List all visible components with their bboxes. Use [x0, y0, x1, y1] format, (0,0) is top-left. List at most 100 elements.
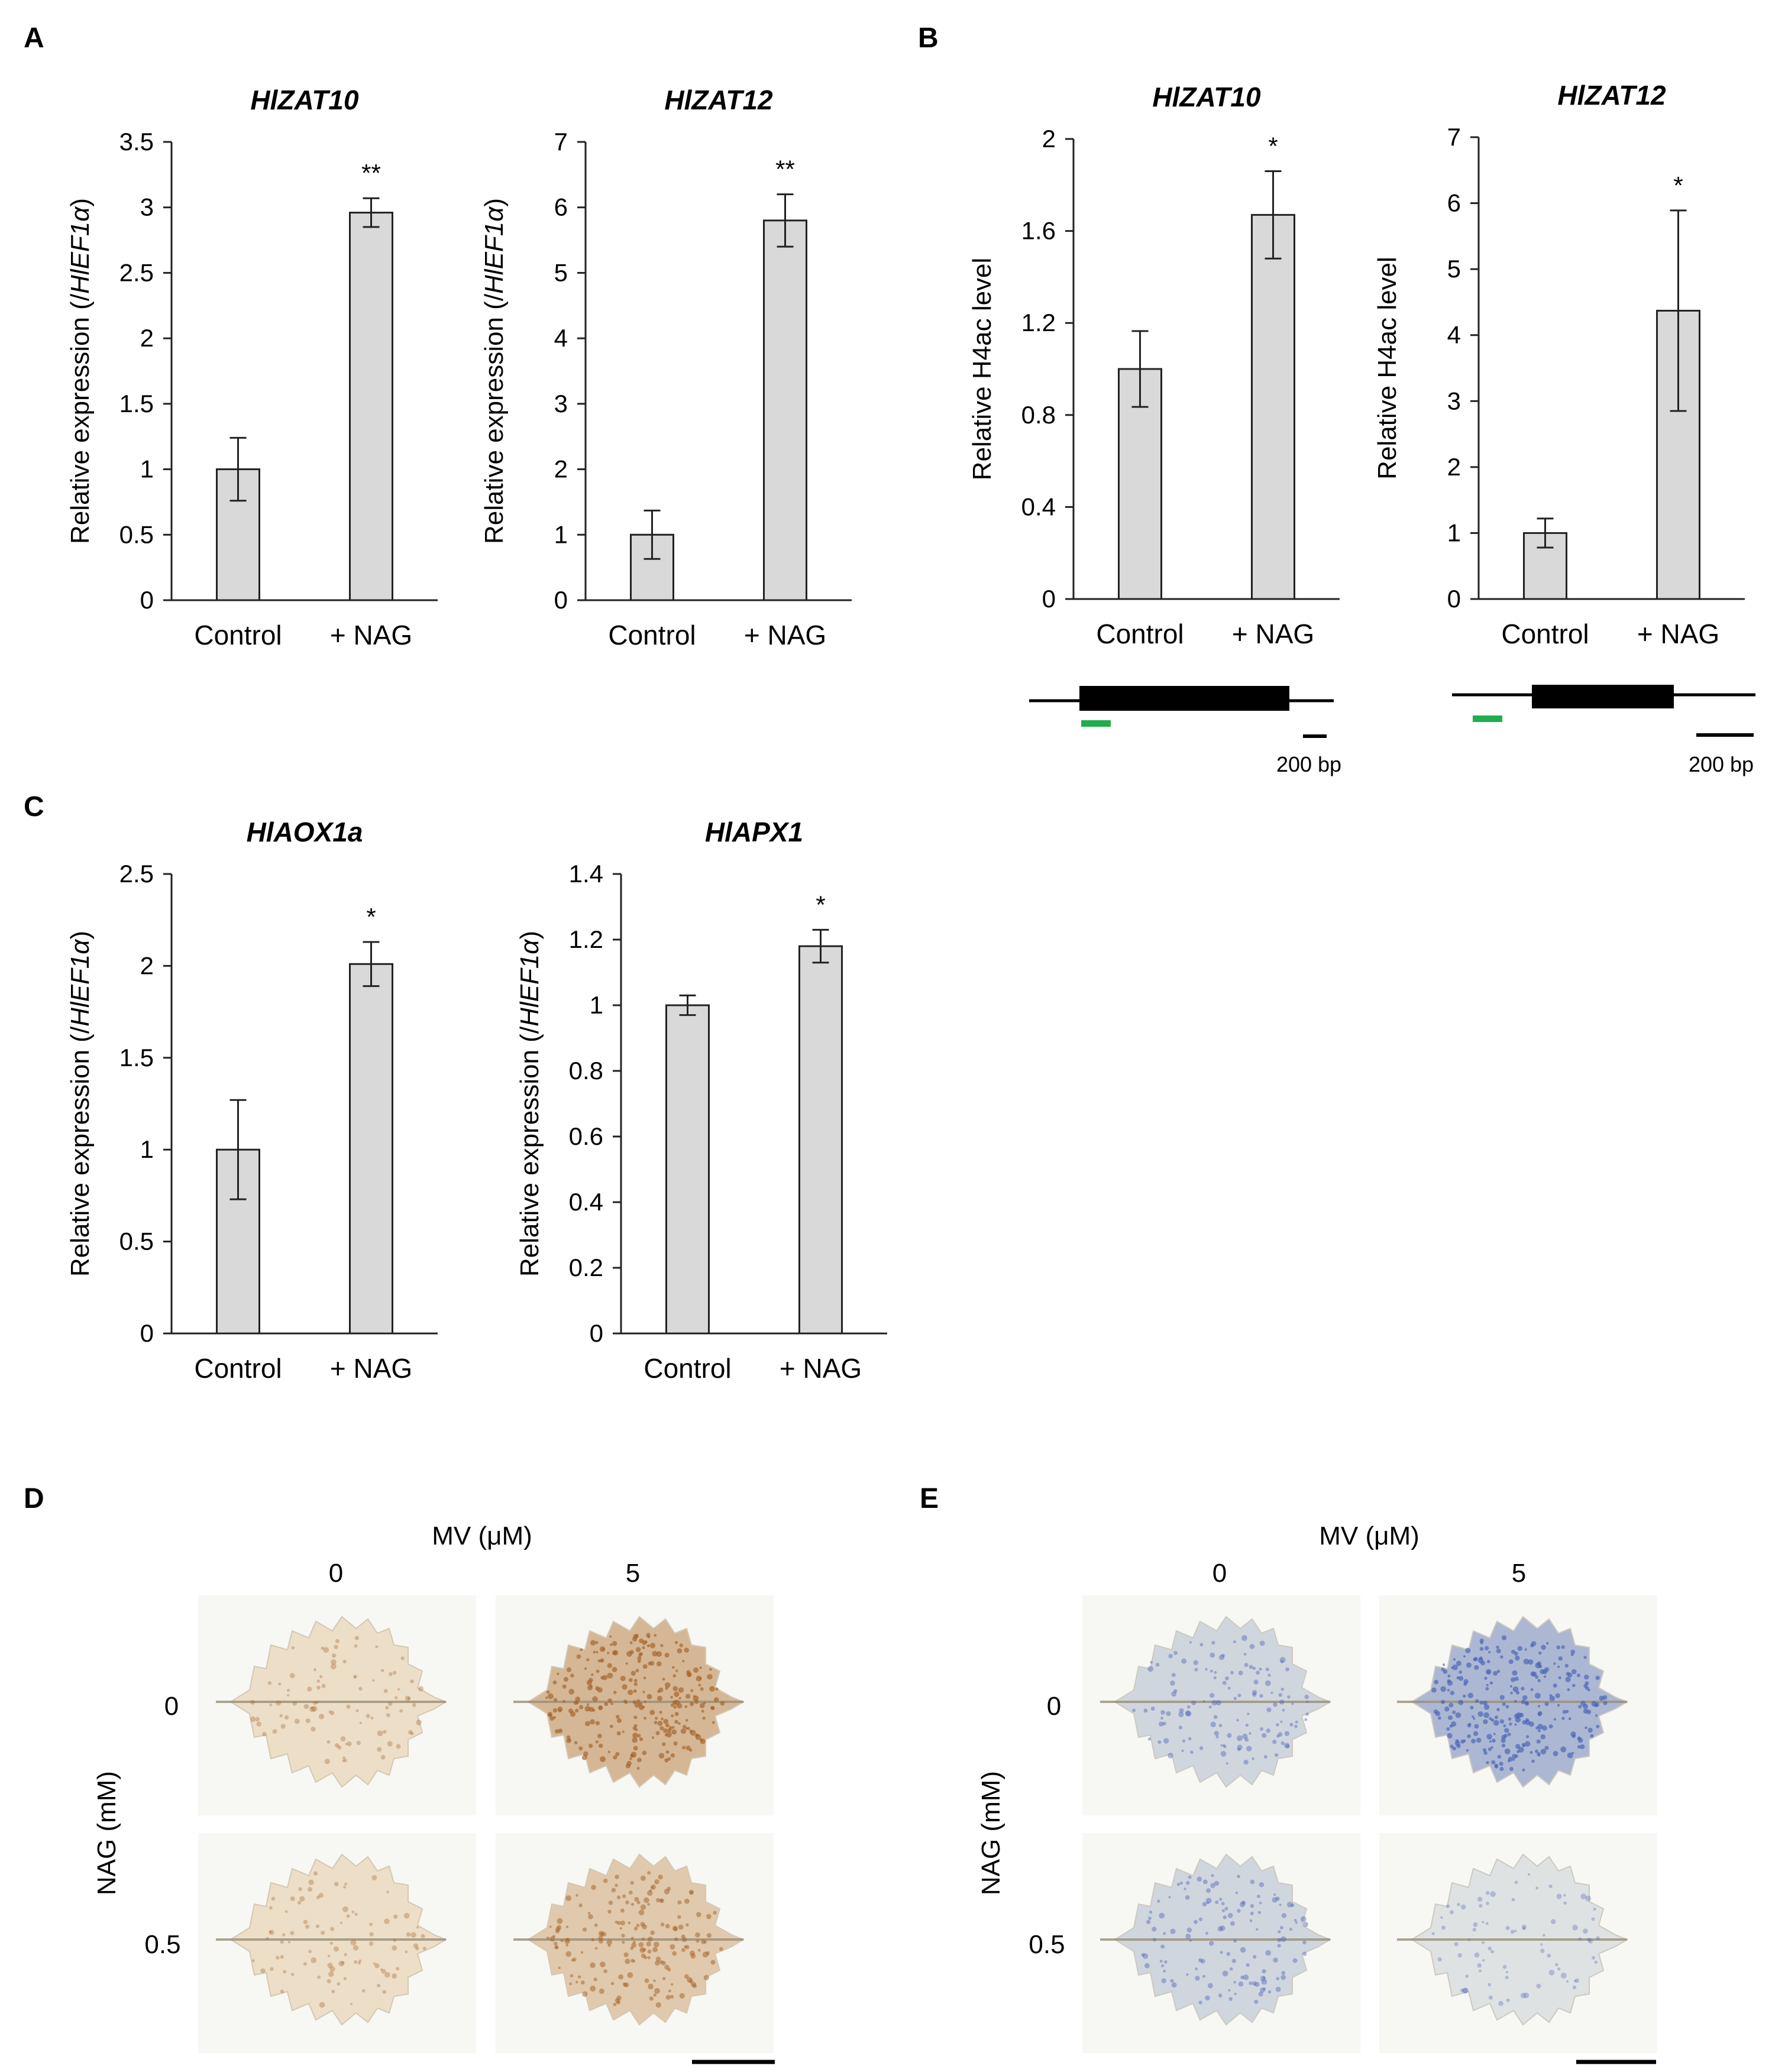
stain-spot: [616, 1895, 621, 1899]
stain-spot: [1211, 1641, 1215, 1645]
stain-spot: [1245, 1723, 1249, 1727]
stain-spot: [636, 1699, 641, 1703]
stain-spot: [1522, 1927, 1526, 1931]
y-tick-label: 1: [140, 455, 154, 483]
stain-spot: [1489, 1740, 1492, 1743]
y-axis-label: Relative expression (/HlEF1α): [66, 931, 95, 1277]
stain-spot: [613, 1755, 617, 1760]
stain-spot: [1184, 1888, 1186, 1890]
stain-spot: [653, 1941, 659, 1948]
stain-spot: [1557, 1704, 1560, 1707]
stain-spot: [1171, 1673, 1176, 1677]
stain-spot: [549, 1936, 555, 1942]
stain-spot: [1276, 1977, 1280, 1981]
stain-spot: [1538, 1705, 1541, 1708]
stain-spot: [1214, 1731, 1220, 1736]
stain-spot: [603, 1878, 608, 1883]
stain-spot: [603, 1969, 607, 1973]
y-axis-label: Relative H4ac level: [968, 258, 997, 481]
stain-spot: [1161, 1978, 1166, 1983]
stain-spot: [662, 1977, 666, 1980]
y-tick-label: 1: [1447, 519, 1461, 546]
stain-spot: [685, 1727, 688, 1730]
stain-spot: [251, 1959, 255, 1963]
stain-spot: [630, 1946, 634, 1950]
stain-spot: [305, 1924, 310, 1929]
stain-spot: [282, 1933, 286, 1937]
stain-spot: [630, 1880, 634, 1885]
stain-spot: [633, 1679, 638, 1683]
stain-spot: [284, 1910, 288, 1913]
stain-spot: [380, 1754, 386, 1760]
stain-spot: [311, 1957, 317, 1963]
y-tick-label: 4: [554, 324, 568, 352]
stain-spot: [616, 2000, 621, 2005]
stain-spot: [1496, 1649, 1501, 1653]
stain-spot: [688, 1748, 693, 1752]
stain-spot: [1259, 1882, 1265, 1888]
stain-spot: [280, 1989, 284, 1993]
stain-spot: [1286, 1902, 1293, 1908]
stain-spot: [1300, 1916, 1307, 1922]
stain-spot: [1452, 1746, 1456, 1751]
stain-spot: [1235, 1891, 1239, 1895]
stain-spot: [1488, 1995, 1493, 2000]
stain-spot: [331, 1989, 335, 1993]
stain-spot: [1463, 1655, 1466, 1658]
stain-spot: [590, 1962, 596, 1969]
stain-spot: [1535, 1886, 1538, 1890]
stain-spot: [1302, 1951, 1307, 1956]
stain-spot: [655, 1731, 660, 1736]
stain-spot: [710, 1960, 716, 1965]
stain-spot: [1237, 1735, 1243, 1741]
category-label: + NAG: [780, 1353, 862, 1384]
stain-spot: [1535, 1662, 1541, 1669]
stain-spot: [284, 1715, 289, 1720]
stain-spot: [667, 1886, 671, 1891]
stain-spot: [683, 1725, 687, 1729]
stain-spot: [1483, 1751, 1488, 1755]
stain-spot: [1505, 1975, 1509, 1980]
stain-spot: [250, 1716, 256, 1723]
stain-spot: [1452, 1664, 1458, 1670]
stain-spot: [563, 1676, 569, 1682]
stain-spot: [280, 1724, 286, 1729]
stain-spot: [1486, 1660, 1490, 1663]
stain-spot: [1479, 1969, 1482, 1973]
stain-spot: [1146, 1919, 1151, 1924]
stain-spot: [358, 1686, 363, 1691]
stain-spot: [1483, 1719, 1488, 1724]
stain-spot: [1141, 1953, 1145, 1957]
stain-spot: [666, 1731, 672, 1738]
stain-spot: [1475, 1699, 1479, 1703]
y-tick-label: 4: [1447, 321, 1461, 349]
stain-spot: [1249, 1981, 1253, 1985]
leaf-tile: [1082, 1595, 1360, 1815]
stain-spot: [287, 1694, 290, 1697]
stain-spot: [321, 1646, 325, 1650]
stain-spot: [1233, 1980, 1237, 1984]
stain-spot: [591, 1673, 594, 1676]
category-label: Control: [608, 620, 696, 650]
stain-spot: [372, 1679, 375, 1682]
stain-spot: [1152, 1927, 1157, 1932]
stain-spot: [1253, 1679, 1259, 1685]
y-tick-label: 5: [1447, 255, 1461, 283]
stain-spot: [1558, 1656, 1563, 1661]
stain-spot: [1294, 1724, 1298, 1728]
stain-spot: [1431, 1687, 1437, 1693]
stain-spot: [1259, 1668, 1262, 1671]
stain-spot: [1550, 1919, 1556, 1924]
stain-spot: [1570, 1731, 1576, 1737]
stain-spot: [679, 1643, 683, 1647]
stain-spot: [576, 1654, 581, 1659]
chart-title: HlZAT12: [1557, 80, 1666, 111]
stain-spot: [654, 1720, 658, 1724]
y-tick-label: 0: [140, 1319, 154, 1347]
stain-spot: [1523, 1992, 1530, 1999]
stain-spot: [1583, 1704, 1589, 1710]
stain-spot: [591, 1708, 596, 1712]
stain-spot: [630, 1752, 637, 1758]
stain-spot: [1273, 1893, 1276, 1896]
stain-spot: [316, 1685, 321, 1690]
